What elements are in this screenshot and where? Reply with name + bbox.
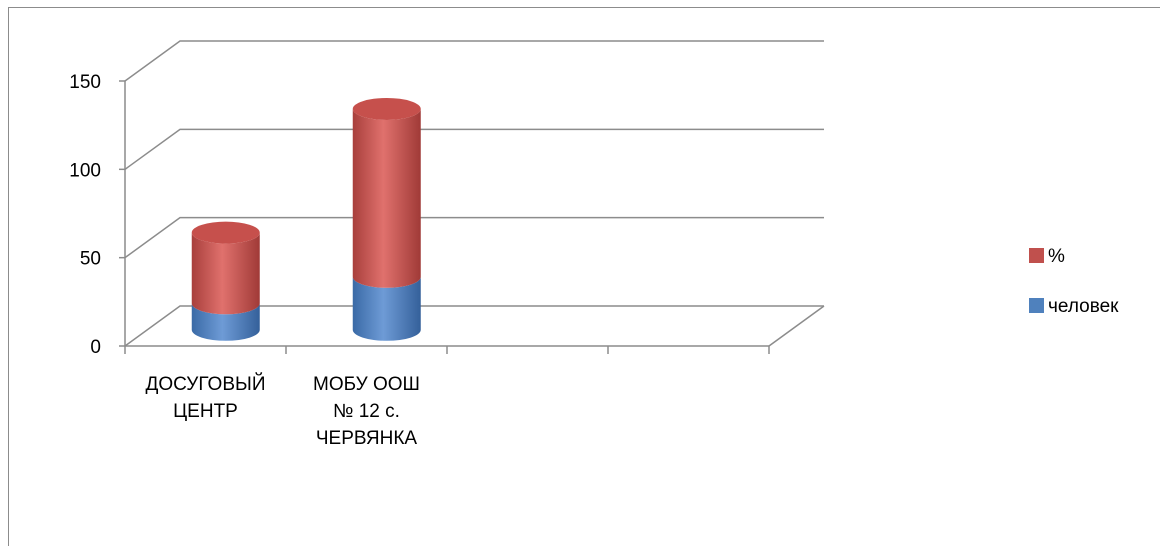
x-category-label: № 12 с. [333, 401, 400, 422]
x-category-label: ДОСУГОВЫЙ [146, 373, 266, 395]
y-axis-ticks: 0 50 100 150 [69, 72, 125, 358]
bar-percent-1 [352, 108, 421, 288]
x-category-label: МОБУ ООШ [313, 374, 420, 395]
bar-top-cap [191, 221, 260, 244]
chart-walls [768, 305, 825, 347]
gridline [124, 40, 824, 82]
bar-people-0 [191, 303, 260, 341]
legend: % человек [1029, 246, 1119, 317]
y-tick-label: 50 [80, 249, 101, 270]
x-axis-ticks: ДОСУГОВЫЙ ЦЕНТР МОБУ ООШ № 12 с. ЧЕРВЯНКА [124, 346, 770, 449]
x-category-label: ЧЕРВЯНКА [316, 428, 418, 449]
legend-swatch [1029, 298, 1044, 313]
gridline [124, 305, 824, 347]
y-tick-label: 100 [69, 160, 101, 181]
bar-percent-0 [191, 232, 260, 315]
bars [191, 97, 421, 341]
chart-frame [8, 7, 1160, 546]
gridlines [124, 40, 824, 347]
legend-swatch [1029, 248, 1044, 263]
bar-people-1 [352, 276, 421, 341]
x-category-label: ЦЕНТР [173, 401, 238, 422]
y-tick-label: 150 [69, 72, 101, 93]
bar-top-cap [352, 97, 421, 120]
floor-edge [768, 305, 825, 347]
gridline [124, 216, 824, 259]
legend-label: % [1048, 246, 1065, 267]
gridline [124, 128, 824, 170]
y-tick-label: 0 [90, 337, 101, 358]
legend-label: человек [1048, 296, 1119, 317]
